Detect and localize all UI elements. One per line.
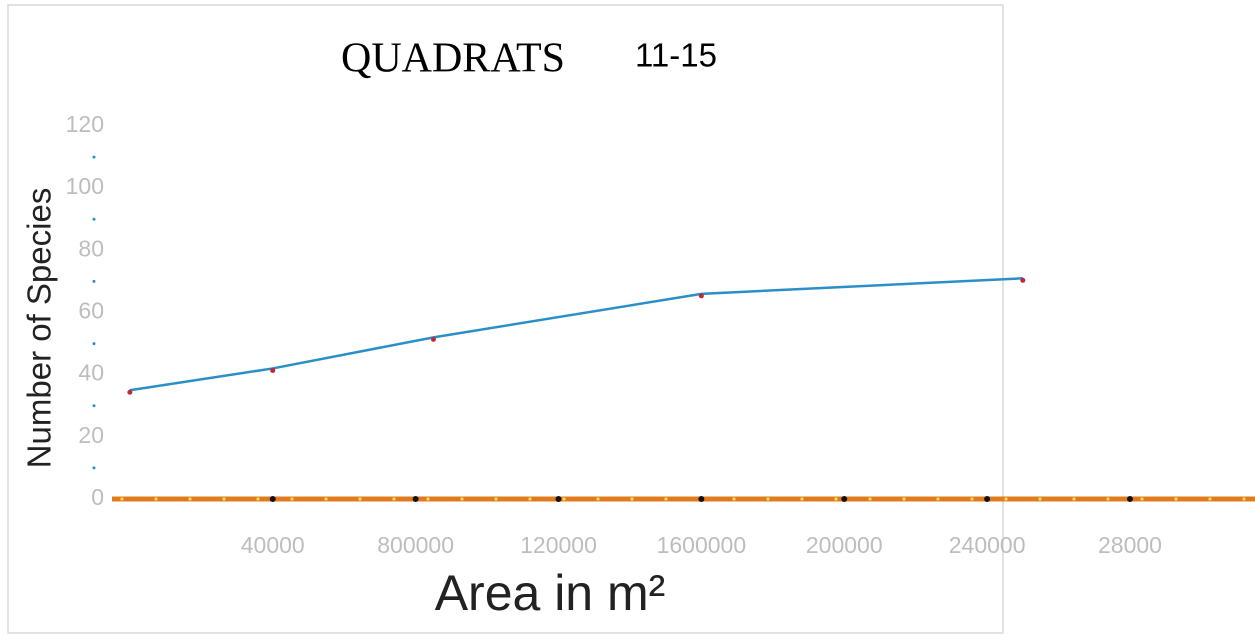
x-tick (984, 496, 991, 502)
axis-dot (1208, 497, 1212, 501)
axis-dot (392, 497, 396, 501)
axis-dot (256, 497, 260, 501)
data-point (127, 389, 133, 395)
axis-dot (1140, 497, 1144, 501)
x-tick (698, 496, 705, 502)
y-axis-label: Number of Species (21, 188, 58, 469)
x-tick-label: 240000 (949, 532, 1026, 558)
y-tick-label: 20 (78, 422, 104, 448)
chart-title: QUADRATS (341, 36, 565, 82)
axis-dot (902, 497, 906, 501)
y-tick-label: 0 (91, 484, 104, 510)
data-point (1020, 277, 1026, 283)
axis-dot (596, 497, 600, 501)
axis-dot (358, 497, 362, 501)
axis-dot (120, 497, 124, 501)
axis-dot (222, 497, 226, 501)
y-minor-tick (92, 466, 96, 470)
y-tick-label: 120 (66, 111, 104, 137)
axis-dot (800, 497, 804, 501)
y-tick-label: 40 (78, 360, 104, 386)
y-minor-tick (92, 155, 96, 159)
y-minor-tick (92, 342, 96, 346)
x-tick (1126, 496, 1133, 502)
x-tick-label: 1600000 (657, 532, 747, 558)
axis-dot (1106, 497, 1110, 501)
x-tick-label: 200000 (806, 532, 883, 558)
frame (7, 4, 1004, 634)
data-point (698, 293, 704, 299)
axis-dot (1242, 497, 1246, 501)
axis-dot (664, 497, 668, 501)
data-line (129, 277, 1023, 392)
axis-dot (766, 497, 770, 501)
axis-dot (1038, 497, 1042, 501)
axis-dot (154, 497, 158, 501)
axis-dot (494, 497, 498, 501)
axis-dot (1072, 497, 1076, 501)
axis-dot (1174, 497, 1178, 501)
axis-dot (732, 497, 736, 501)
axis-dot (188, 497, 192, 501)
x-tick (412, 496, 419, 502)
y-tick-label: 80 (78, 235, 104, 261)
axis-dot (1004, 497, 1008, 501)
axis-dot (528, 497, 532, 501)
x-tick-label: 40000 (241, 532, 305, 558)
x-tick (841, 496, 848, 502)
chart-subtitle: 11-15 (635, 37, 717, 74)
axis-dot (936, 497, 940, 501)
x-tick (555, 496, 562, 502)
x-axis-label: Area in m² (435, 565, 666, 621)
axis-dot (324, 497, 328, 501)
y-tick-label: 100 (66, 173, 104, 199)
x-tick (269, 496, 276, 502)
x-tick-label: 800000 (377, 532, 454, 558)
y-minor-tick (92, 404, 96, 408)
y-minor-tick (92, 217, 96, 221)
data-point (270, 367, 276, 373)
x-tick-label: 120000 (520, 532, 597, 558)
axis-dot (426, 497, 430, 501)
x-tick-label: 28000 (1098, 532, 1162, 558)
y-minor-tick (92, 279, 96, 283)
axis-dot (834, 497, 838, 501)
y-tick-label: 60 (78, 298, 104, 324)
axis-dot (630, 497, 634, 501)
axis-dot (868, 497, 872, 501)
axis-dot (290, 497, 294, 501)
axis-dot (460, 497, 464, 501)
data-point (430, 336, 436, 342)
axis-dot (970, 497, 974, 501)
axis-dot (562, 497, 566, 501)
